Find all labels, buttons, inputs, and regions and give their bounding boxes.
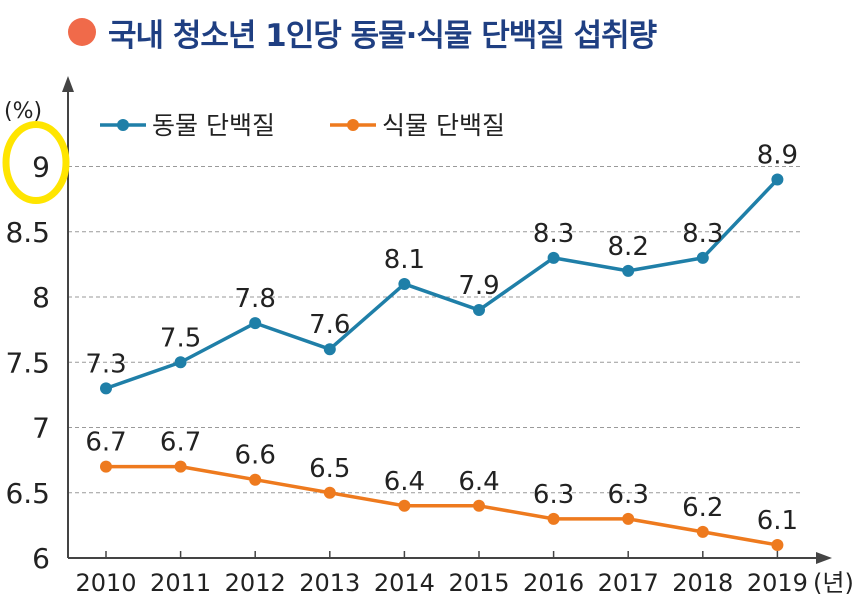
data-label: 8.3 — [533, 219, 574, 249]
data-label: 6.3 — [608, 480, 649, 510]
y-tick-label: 8.5 — [5, 216, 50, 249]
data-point — [398, 277, 411, 290]
data-label: 6.4 — [384, 467, 425, 497]
data-label: 6.4 — [458, 467, 499, 497]
data-point — [696, 525, 709, 538]
legend-marker — [117, 119, 129, 131]
data-label: 6.1 — [757, 506, 798, 536]
y-tick-label: 7 — [32, 412, 50, 445]
data-point — [100, 460, 112, 473]
axes — [62, 76, 832, 564]
data-point — [398, 499, 411, 512]
x-axis-arrow-icon — [816, 552, 832, 564]
y-unit-label: (%) — [4, 99, 42, 124]
data-point — [771, 173, 784, 186]
x-tick-label: 2019 — [747, 569, 808, 597]
x-tick-labels: 2010 2011 2012 2013 2014 2015 2016 2017 2018 2019… — [75, 569, 853, 597]
data-label: 6.2 — [682, 493, 723, 523]
data-label: 7.8 — [235, 284, 276, 314]
series-line-2 — [106, 464, 778, 547]
legend: 동물 단백질 식물 단백질 — [100, 111, 505, 140]
y-tick-label: 6 — [32, 542, 50, 575]
x-unit-label: (년) — [813, 569, 854, 597]
data-label: 8.2 — [608, 232, 649, 262]
data-label: 6.3 — [533, 480, 574, 510]
data-point — [622, 264, 635, 277]
data-point — [547, 512, 560, 525]
title-bullet-icon — [68, 18, 96, 46]
y-tick-labels: 6 6.5 7 7.5 8 8.5 9 (%) — [2, 99, 70, 575]
x-tick-label: 2015 — [448, 569, 509, 597]
data-point — [547, 251, 560, 264]
y-tick-label: 6.5 — [5, 477, 50, 510]
data-label: 8.1 — [384, 245, 425, 275]
data-point — [100, 382, 112, 395]
data-label: 7.5 — [160, 323, 201, 353]
data-point — [323, 343, 336, 356]
data-point — [249, 317, 262, 330]
x-tick-label: 2018 — [672, 569, 733, 597]
x-tick-label: 2011 — [150, 569, 211, 597]
data-point — [622, 512, 635, 525]
data-label: 6.7 — [160, 428, 201, 458]
data-point — [174, 460, 187, 473]
data-point — [323, 486, 336, 499]
y-tick-label: 9 — [32, 151, 50, 184]
x-tick-label: 2012 — [225, 569, 286, 597]
data-label: 7.6 — [309, 310, 350, 340]
data-point — [174, 356, 187, 369]
legend-label: 식물 단백질 — [382, 111, 505, 140]
data-label: 7.9 — [458, 271, 499, 301]
chart-title: 국내 청소년 1인당 동물·식물 단백질 섭취량 — [108, 18, 657, 54]
x-tick-label: 2014 — [374, 569, 435, 597]
data-label: 8.9 — [757, 141, 798, 171]
y-tick-label: 8 — [32, 281, 50, 314]
y-axis-arrow-icon — [62, 76, 74, 92]
data-point — [249, 473, 262, 486]
data-label: 6.7 — [85, 428, 126, 458]
data-point — [771, 538, 784, 551]
series-line-1 — [105, 178, 779, 391]
x-tick-label: 2013 — [299, 569, 360, 597]
data-point — [473, 499, 485, 512]
data-label: 7.3 — [85, 349, 126, 379]
y-tick-label: 7.5 — [5, 346, 50, 379]
data-label: 6.6 — [235, 441, 276, 471]
highlight-marker — [2, 121, 70, 204]
data-point — [473, 304, 485, 317]
legend-marker — [347, 119, 359, 131]
x-tick-label: 2010 — [75, 569, 136, 597]
data-label: 6.5 — [309, 454, 350, 484]
data-point — [696, 251, 709, 264]
legend-label: 동물 단백질 — [152, 111, 275, 140]
data-label: 8.3 — [682, 219, 723, 249]
grid-lines — [68, 166, 800, 494]
x-tick-label: 2017 — [598, 569, 659, 597]
series-group: 7.3 7.5 7.8 7.6 8.1 7.9 8.3 8.2 8.3 8.9 6.7 6.7 6.6 6… — [85, 141, 798, 551]
x-tick-label: 2016 — [523, 569, 584, 597]
